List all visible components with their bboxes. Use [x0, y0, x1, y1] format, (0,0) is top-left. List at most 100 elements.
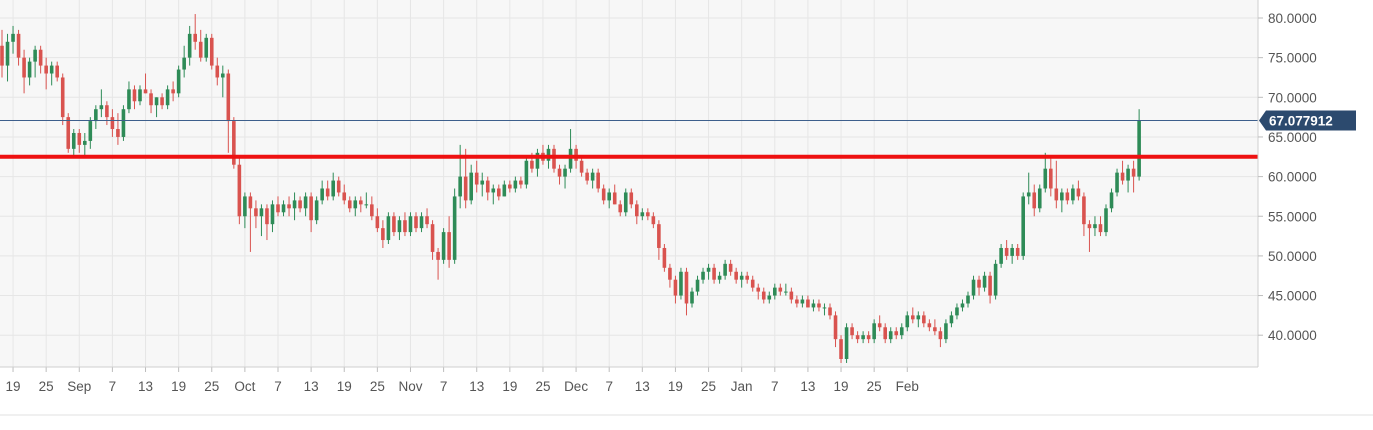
- candle-body: [684, 271, 689, 304]
- candle-body: [187, 33, 192, 58]
- candle: [1043, 152, 1048, 193]
- candle-body: [833, 315, 838, 340]
- candle: [1010, 244, 1014, 264]
- candle-body: [1137, 120, 1141, 177]
- candle-body: [232, 121, 236, 165]
- overlay-lines: [0, 119, 1258, 159]
- candle: [198, 29, 203, 62]
- y-tick-label: 80.0000: [1268, 11, 1317, 26]
- candle-body: [204, 37, 209, 58]
- candle: [419, 212, 424, 233]
- candle: [673, 275, 678, 304]
- x-tick-label: 25: [370, 379, 385, 394]
- candle-body: [695, 279, 700, 292]
- candle-body: [530, 160, 534, 169]
- candle: [607, 188, 611, 209]
- candle: [215, 57, 220, 86]
- candle: [1131, 160, 1136, 193]
- candle-body: [508, 184, 512, 189]
- candle: [806, 295, 810, 308]
- candle: [1026, 172, 1031, 205]
- candle: [750, 275, 755, 292]
- candle: [1082, 192, 1086, 237]
- candle: [784, 283, 788, 296]
- candle-body: [944, 323, 948, 340]
- candle: [618, 200, 623, 217]
- candle: [524, 156, 529, 189]
- candle: [154, 97, 159, 118]
- y-tick-label: 65.0000: [1268, 130, 1317, 145]
- candle: [502, 180, 507, 197]
- candle-body: [16, 33, 21, 58]
- candle-body: [469, 172, 473, 201]
- candle-body: [717, 275, 722, 280]
- candle-body: [226, 73, 231, 122]
- candle: [590, 168, 595, 189]
- candle-body: [452, 196, 457, 260]
- candle: [209, 33, 214, 70]
- candle: [303, 192, 308, 217]
- candle-body: [419, 216, 424, 229]
- candle: [309, 192, 313, 233]
- candle-body: [1032, 192, 1037, 209]
- candle: [822, 303, 827, 316]
- candle: [259, 204, 264, 237]
- candle: [392, 212, 396, 237]
- candle-body: [679, 271, 683, 296]
- candle-body: [485, 180, 490, 193]
- candle-body: [292, 200, 297, 209]
- candle-body: [750, 279, 755, 288]
- candle-body: [745, 275, 749, 280]
- candle: [1126, 164, 1130, 193]
- candle: [684, 267, 689, 316]
- candle: [944, 319, 948, 344]
- candle-body: [353, 200, 358, 209]
- candle: [1115, 168, 1119, 197]
- candle-body: [314, 200, 319, 221]
- candle-body: [254, 208, 258, 217]
- candle: [513, 176, 518, 193]
- candle-body: [287, 204, 291, 209]
- candle: [94, 105, 98, 130]
- candle-body: [5, 41, 10, 66]
- candle: [872, 319, 876, 344]
- candle: [623, 188, 628, 217]
- candle: [1054, 160, 1059, 209]
- candle-body: [198, 41, 203, 58]
- candle: [171, 81, 175, 102]
- y-axis-labels: 80.0000 75.0000 70.0000 65.0000 60.0000 55.00…: [1258, 11, 1317, 343]
- candle: [933, 319, 937, 336]
- x-tick-label: Feb: [896, 379, 919, 394]
- candle-body: [480, 180, 485, 185]
- candle-body: [414, 216, 418, 229]
- candle-body: [982, 275, 987, 288]
- candle-body: [320, 188, 324, 201]
- candle-body: [463, 176, 468, 201]
- candle: [866, 331, 871, 344]
- candle-body: [585, 172, 589, 181]
- candle: [739, 271, 744, 288]
- candle-body: [1109, 192, 1114, 209]
- candle-body: [248, 196, 253, 209]
- candle-body: [325, 188, 330, 197]
- candle-body: [303, 196, 308, 209]
- candle: [38, 45, 43, 74]
- candle: [430, 220, 435, 260]
- candle: [143, 73, 148, 94]
- candle-body: [999, 247, 1003, 264]
- candle-body: [1021, 196, 1025, 256]
- candle-body: [927, 323, 932, 328]
- candle-body: [723, 263, 727, 276]
- candle: [226, 69, 231, 153]
- candle: [955, 303, 959, 320]
- x-tick-label: 25: [535, 379, 550, 394]
- candle: [347, 196, 352, 213]
- candle: [1109, 188, 1114, 213]
- y-tick-label: 55.0000: [1268, 209, 1317, 224]
- candle-body: [761, 291, 766, 300]
- candle-body: [861, 335, 865, 340]
- candle: [276, 196, 280, 217]
- candle: [657, 220, 661, 260]
- candle-body: [364, 204, 369, 206]
